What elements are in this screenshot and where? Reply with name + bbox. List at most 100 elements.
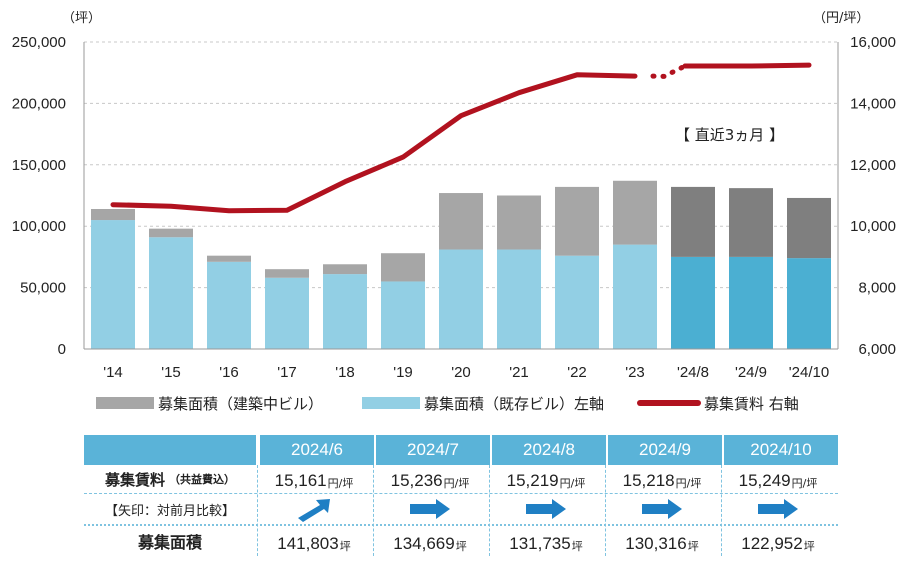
table-divider	[605, 465, 606, 556]
area-unit: 坪	[803, 540, 815, 553]
rent-unit: 円/坪	[559, 477, 586, 490]
table-divider	[489, 465, 490, 556]
bar-existing	[671, 256, 715, 349]
right-tick-label: 6,000	[858, 341, 896, 358]
left-axis-unit: （坪）	[62, 11, 101, 26]
arrow-right-icon	[410, 499, 450, 519]
axes: 0 50,000 100,000 150,000 200,000 250,000 6,000…	[12, 34, 896, 381]
trend-arrow-cell	[256, 494, 372, 524]
bar-existing	[555, 255, 599, 349]
rent-value-cell: 15,236 円/坪	[372, 465, 488, 493]
area-value-cell: 141,803 坪	[256, 526, 372, 556]
rent-value: 15,219	[506, 471, 559, 490]
bar-existing	[497, 249, 541, 349]
area-row-label: 募集面積	[137, 533, 202, 552]
rent-value: 15,161	[274, 471, 327, 490]
rent-value: 15,236	[390, 471, 443, 490]
category-label: '24/9	[735, 364, 767, 381]
bar-existing	[149, 237, 193, 349]
rent-line-recent	[682, 62, 812, 69]
arrow-row: 【矢印：対前月比較】	[84, 494, 838, 526]
bar-construction	[729, 188, 773, 257]
category-label: '20	[451, 364, 471, 381]
area-value: 130,316	[625, 534, 687, 553]
arrow-up-right-icon	[298, 499, 330, 522]
right-tick-label: 10,000	[850, 218, 896, 235]
area-unit: 坪	[339, 540, 351, 553]
rent-unit: 円/坪	[791, 477, 818, 490]
trend-arrow-cell	[604, 494, 720, 524]
table-header-month: 2024/9	[608, 435, 722, 465]
right-axis-unit: （円/坪）	[813, 11, 869, 26]
table-header-month: 2024/6	[260, 435, 374, 465]
arrow-right-icon	[642, 499, 682, 519]
table-header-month: 2024/10	[724, 435, 838, 465]
area-unit: 坪	[455, 540, 467, 553]
table-header-corner	[84, 435, 258, 465]
rent-unit: 円/坪	[675, 477, 702, 490]
rent-unit: 円/坪	[327, 477, 354, 490]
area-row: 募集面積 141,803 坪 134,669 坪 131,735 坪 130,316 坪…	[84, 526, 838, 556]
category-label: '24/10	[789, 364, 829, 381]
area-unit: 坪	[687, 540, 699, 553]
category-label: '22	[567, 364, 587, 381]
bar-construction	[787, 197, 831, 259]
table-divider	[721, 465, 722, 556]
rent-unit: 円/坪	[443, 477, 470, 490]
rent-value-cell: 15,219 円/坪	[488, 465, 604, 493]
category-label: '14	[103, 364, 123, 381]
area-value-cell: 130,316 坪	[604, 526, 720, 556]
table-divider	[257, 465, 258, 556]
table-header-row: 2024/6 2024/7 2024/8 2024/9 2024/10	[84, 435, 838, 465]
category-label: '15	[161, 364, 181, 381]
bar-construction	[555, 186, 599, 256]
left-tick-label: 100,000	[12, 218, 66, 235]
bar-construction	[439, 193, 483, 250]
rent-value-cell: 15,161 円/坪	[256, 465, 372, 493]
bar-existing	[729, 256, 773, 349]
bar-existing	[787, 258, 831, 349]
category-label: '16	[219, 364, 239, 381]
area-value-cell: 134,669 坪	[372, 526, 488, 556]
category-label: '24/8	[677, 364, 709, 381]
arrow-right-icon	[526, 499, 566, 519]
area-value: 122,952	[741, 534, 803, 553]
bar-construction	[497, 195, 541, 250]
right-tick-label: 16,000	[850, 34, 896, 51]
rent-line-gap-dotted	[650, 63, 688, 79]
rent-line-series	[110, 62, 812, 214]
rent-row-label: 募集賃料 （共益費込）	[84, 465, 256, 493]
legend-label-construction: 募集面積（建築中ビル）	[158, 395, 323, 413]
bar-construction	[613, 180, 657, 245]
legend: 募集面積（建築中ビル） 募集面積（既存ビル）左軸 募集賃料 右軸	[96, 395, 799, 413]
arrow-right-icon	[758, 499, 798, 519]
rent-value: 15,249	[738, 471, 791, 490]
bar-existing	[439, 249, 483, 349]
bar-construction	[149, 228, 193, 238]
category-label: '18	[335, 364, 355, 381]
left-tick-label: 50,000	[20, 280, 66, 297]
legend-label-existing: 募集面積（既存ビル）左軸	[424, 395, 604, 413]
rent-value-cell: 15,249 円/坪	[720, 465, 836, 493]
area-value: 141,803	[277, 534, 339, 553]
right-tick-label: 8,000	[858, 280, 896, 297]
recent-3months-note: 【 直近3ヵ月 】	[675, 126, 784, 144]
category-label: '17	[277, 364, 297, 381]
rent-row: 募集賃料 （共益費込） 15,161 円/坪 15,236 円/坪 15,219 円/坪…	[84, 465, 838, 494]
bar-construction	[91, 209, 135, 221]
bar-existing	[207, 261, 251, 349]
bar-construction	[265, 269, 309, 278]
bar-construction	[671, 186, 715, 257]
left-tick-label: 0	[58, 341, 66, 358]
arrow-row-label: 【矢印：対前月比較】	[104, 503, 235, 519]
bar-series	[91, 180, 831, 349]
trend-arrow-cell	[720, 494, 836, 524]
bar-construction	[323, 264, 367, 275]
bar-construction	[207, 255, 251, 262]
bar-existing	[381, 281, 425, 349]
category-label: '21	[509, 364, 529, 381]
legend-swatch-existing	[362, 397, 420, 409]
bar-existing	[91, 220, 135, 349]
bar-construction	[381, 253, 425, 282]
left-tick-label: 200,000	[12, 95, 66, 112]
